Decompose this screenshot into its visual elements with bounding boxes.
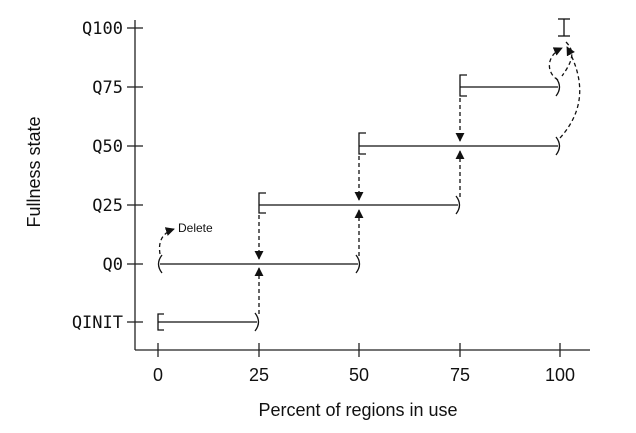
x-tick-label-75: 75 xyxy=(450,365,470,385)
band-q100 xyxy=(558,18,570,37)
y-tick-label-q50: Q50 xyxy=(92,137,123,157)
band-upper-paren xyxy=(455,195,461,215)
x-tick-label-50: 50 xyxy=(349,365,369,385)
band-lower-bracket xyxy=(358,132,366,155)
band-upper-paren xyxy=(254,312,260,332)
transition-arrow-q100-to-q75 xyxy=(561,41,573,77)
y-tick-label-q25: Q25 xyxy=(92,196,123,216)
band-q25 xyxy=(258,192,461,215)
x-tick-label-25: 25 xyxy=(249,365,269,385)
band-q50 xyxy=(358,132,561,156)
x-tick-label-0: 0 xyxy=(153,365,163,385)
band-lower-bracket xyxy=(157,313,164,331)
y-tick-label-q100: Q100 xyxy=(82,19,123,39)
y-tick-label-qinit: QINIT xyxy=(72,313,123,333)
band-upper-paren xyxy=(555,136,561,156)
y-tick-label-q0: Q0 xyxy=(103,255,123,275)
y-axis-title: Fullness state xyxy=(24,116,44,227)
band-q75 xyxy=(459,74,561,97)
transition-arrow-q75-to-q100 xyxy=(548,47,563,81)
band-q0 xyxy=(157,254,361,274)
y-tick-label-q75: Q75 xyxy=(92,78,123,98)
band-lower-paren xyxy=(157,254,163,274)
x-tick-label-100: 100 xyxy=(545,365,575,385)
band-upper-paren xyxy=(355,254,361,274)
transition-arrow-q50-to-q100 xyxy=(559,46,581,139)
delete-label: Delete xyxy=(178,221,213,235)
state-bands xyxy=(157,18,570,332)
band-qinit xyxy=(157,312,260,332)
x-axis-title: Percent of regions in use xyxy=(258,400,457,420)
delete-arrow xyxy=(158,227,175,255)
band-lower-bracket xyxy=(258,192,266,214)
band-lower-bracket xyxy=(459,74,467,97)
transitions xyxy=(158,41,581,314)
axes: Q100 Q75 Q50 Q25 Q0 QINIT 0 25 50 75 100… xyxy=(24,19,590,420)
y-ticks xyxy=(127,27,143,323)
